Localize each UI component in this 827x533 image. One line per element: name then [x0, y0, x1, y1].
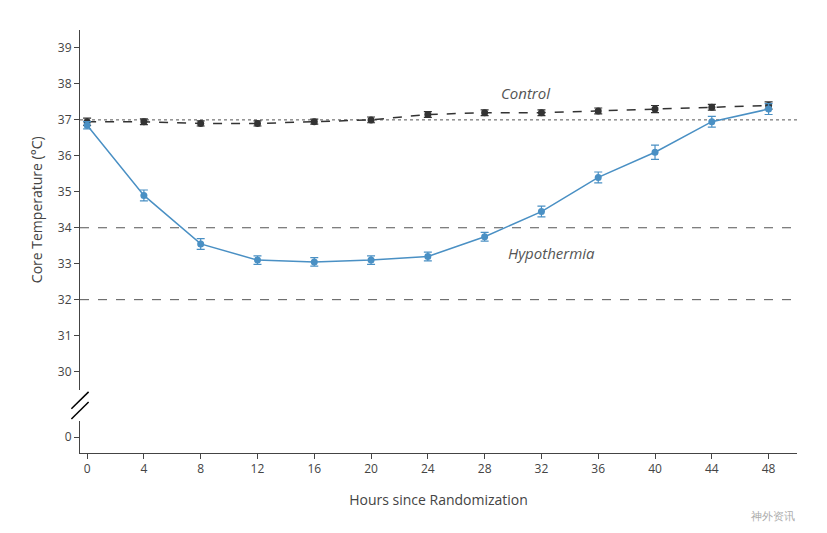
- svg-text:Hypothermia: Hypothermia: [508, 243, 595, 263]
- svg-text:12: 12: [251, 460, 265, 477]
- svg-text:44: 44: [705, 460, 719, 477]
- svg-text:40: 40: [648, 460, 662, 477]
- svg-text:32: 32: [535, 460, 549, 477]
- svg-text:36: 36: [591, 460, 605, 477]
- svg-text:Core Temperature (°C): Core Temperature (°C): [27, 136, 46, 283]
- svg-text:Hours since Randomization: Hours since Randomization: [349, 490, 528, 509]
- svg-text:16: 16: [307, 460, 321, 477]
- svg-text:32: 32: [58, 291, 72, 308]
- svg-text:33: 33: [58, 255, 72, 272]
- svg-text:38: 38: [58, 75, 72, 92]
- svg-text:39: 39: [58, 39, 72, 56]
- svg-text:24: 24: [421, 460, 435, 477]
- svg-text:20: 20: [364, 460, 378, 477]
- svg-text:34: 34: [58, 219, 72, 236]
- svg-text:28: 28: [478, 460, 492, 477]
- svg-text:35: 35: [58, 183, 72, 200]
- svg-text:4: 4: [140, 460, 147, 477]
- svg-text:神外资讯: 神外资讯: [751, 508, 795, 523]
- svg-text:36: 36: [58, 147, 72, 164]
- svg-text:Control: Control: [501, 83, 551, 103]
- svg-text:8: 8: [197, 460, 204, 477]
- svg-text:31: 31: [58, 327, 72, 344]
- svg-text:0: 0: [84, 460, 91, 477]
- svg-text:37: 37: [58, 111, 72, 128]
- svg-text:48: 48: [762, 460, 776, 477]
- svg-text:30: 30: [58, 363, 72, 380]
- svg-text:0: 0: [65, 428, 72, 445]
